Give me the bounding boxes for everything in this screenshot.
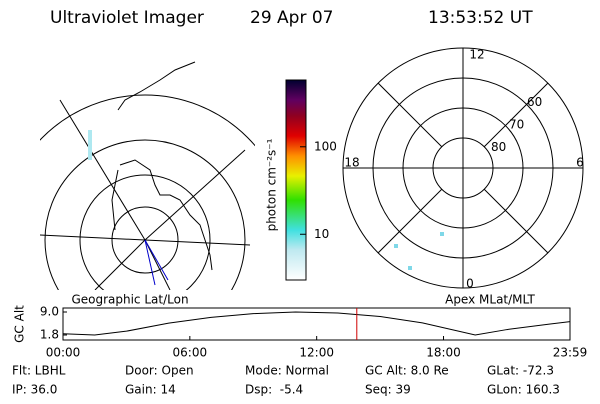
tick-label: 10 bbox=[314, 227, 329, 241]
info-field: Mode: Normal bbox=[245, 364, 329, 378]
info-field: Door: Open bbox=[125, 364, 194, 378]
x-tick-label: 23:59 bbox=[553, 346, 588, 360]
tick-label: 100 bbox=[314, 139, 337, 153]
mlt-label: 0 bbox=[466, 277, 474, 291]
title: Ultraviolet Imager bbox=[50, 8, 204, 28]
mlt-line bbox=[377, 82, 443, 148]
info-field: Seq: 39 bbox=[365, 383, 411, 397]
date: 29 Apr 07 bbox=[250, 8, 333, 28]
lat-label: 60 bbox=[527, 95, 542, 109]
info-field: GLat: -72.3 bbox=[487, 364, 554, 378]
mlt-label: 18 bbox=[344, 156, 359, 170]
lat-label: 80 bbox=[491, 140, 506, 154]
y-label: GC Alt bbox=[13, 305, 27, 343]
aurora-pixel bbox=[408, 266, 412, 270]
x-tick-label: 18:00 bbox=[426, 346, 461, 360]
info-field: GLon: 160.3 bbox=[487, 383, 560, 397]
info-field: Flt: LBHL bbox=[12, 364, 66, 378]
aurora-pixel bbox=[394, 244, 398, 248]
x-tick-label: 00:00 bbox=[46, 346, 81, 360]
info-field: GC Alt: 8.0 Re bbox=[365, 364, 449, 378]
x-tick-label: 06:00 bbox=[173, 346, 208, 360]
y-tick-label: 1.8 bbox=[40, 328, 59, 342]
geographic-map bbox=[40, 61, 255, 290]
aurora-pixel bbox=[440, 232, 444, 236]
panel-label: Geographic Lat/Lon bbox=[71, 293, 188, 307]
panel-label: Apex MLat/MLT bbox=[445, 293, 535, 307]
altitude-curve bbox=[62, 311, 571, 336]
y-tick-label: 9.0 bbox=[40, 305, 59, 319]
colorbar-label: photon cm⁻²s⁻¹ bbox=[265, 138, 279, 231]
info-field: Dsp: -5.4 bbox=[245, 383, 303, 397]
lat-label: 70 bbox=[509, 118, 524, 132]
mlt-label: 6 bbox=[576, 156, 584, 170]
mlt-line bbox=[483, 188, 549, 254]
mlt-label: 12 bbox=[469, 48, 484, 62]
info-field: Gain: 14 bbox=[125, 383, 176, 397]
info-field: IP: 36.0 bbox=[12, 383, 57, 397]
mlt-line bbox=[483, 82, 549, 148]
mlt-line bbox=[377, 188, 443, 254]
time: 13:53:52 UT bbox=[428, 8, 533, 28]
colorbar bbox=[285, 79, 307, 281]
x-tick-label: 12:00 bbox=[299, 346, 334, 360]
